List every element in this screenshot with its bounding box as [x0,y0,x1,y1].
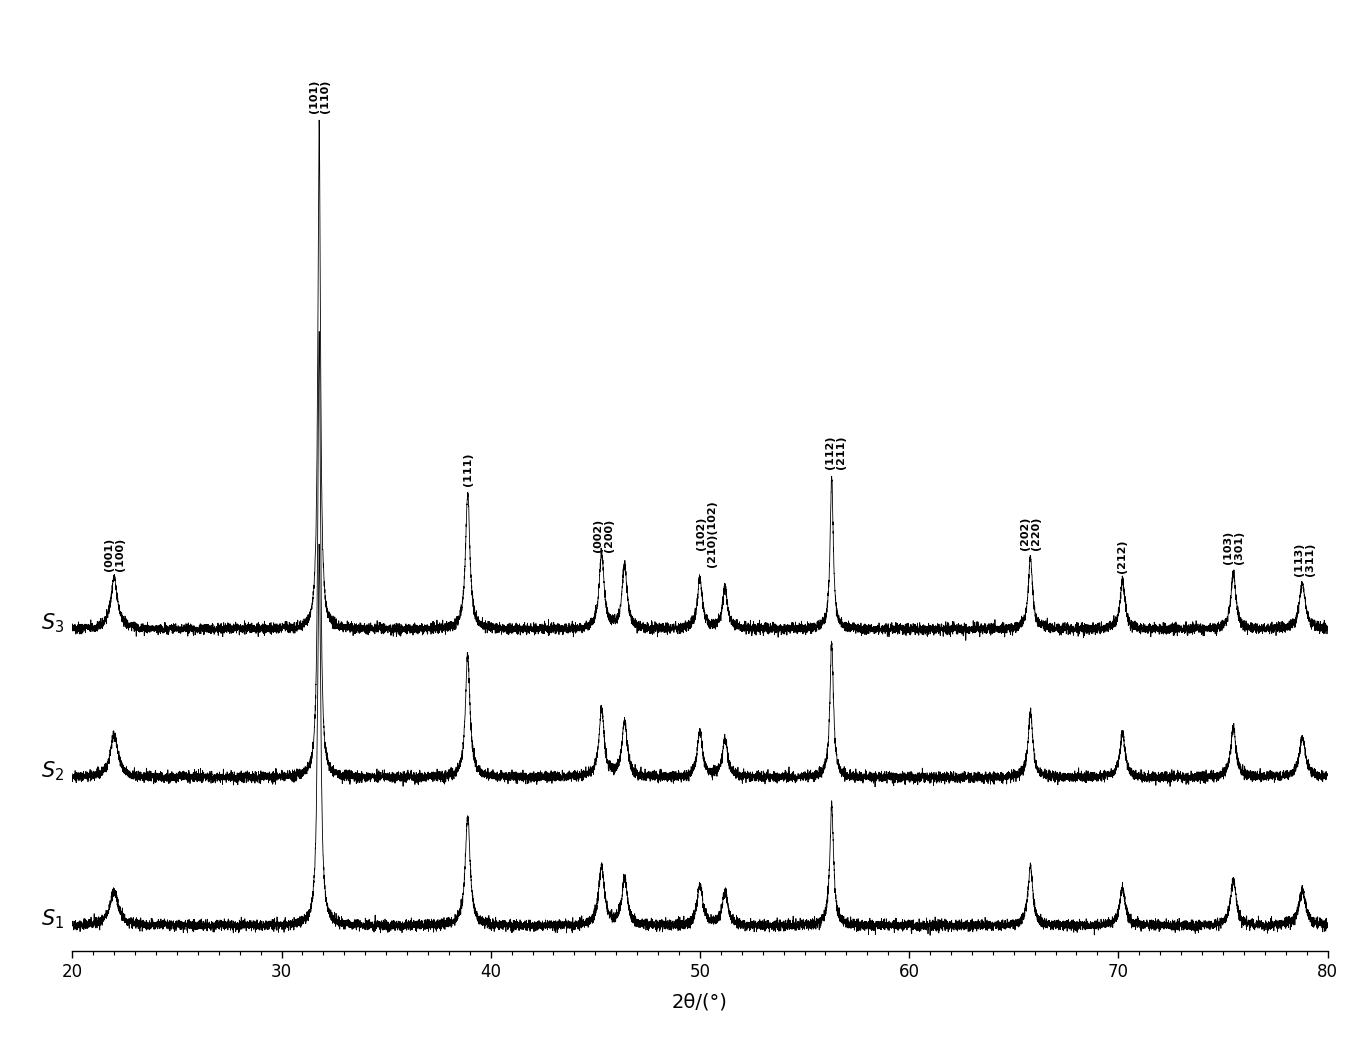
Text: (113)
(311): (113) (311) [1293,542,1315,576]
Text: (212): (212) [1118,539,1127,573]
Text: $S_2$: $S_2$ [41,759,64,783]
Text: (102)
(210)(102): (102) (210)(102) [695,499,717,566]
Text: (002)
(200): (002) (200) [593,518,614,552]
Text: (101)
(110): (101) (110) [308,80,330,113]
Text: $S_3$: $S_3$ [41,611,64,634]
Text: (111): (111) [463,452,472,486]
Text: (001)
(100): (001) (100) [104,537,124,571]
Text: (103)
(301): (103) (301) [1223,531,1243,564]
Text: (202)
(220): (202) (220) [1020,516,1040,550]
Text: (112)
(211): (112) (211) [825,436,846,469]
X-axis label: 2θ/(°): 2θ/(°) [672,993,728,1011]
Text: $S_1$: $S_1$ [41,908,64,931]
